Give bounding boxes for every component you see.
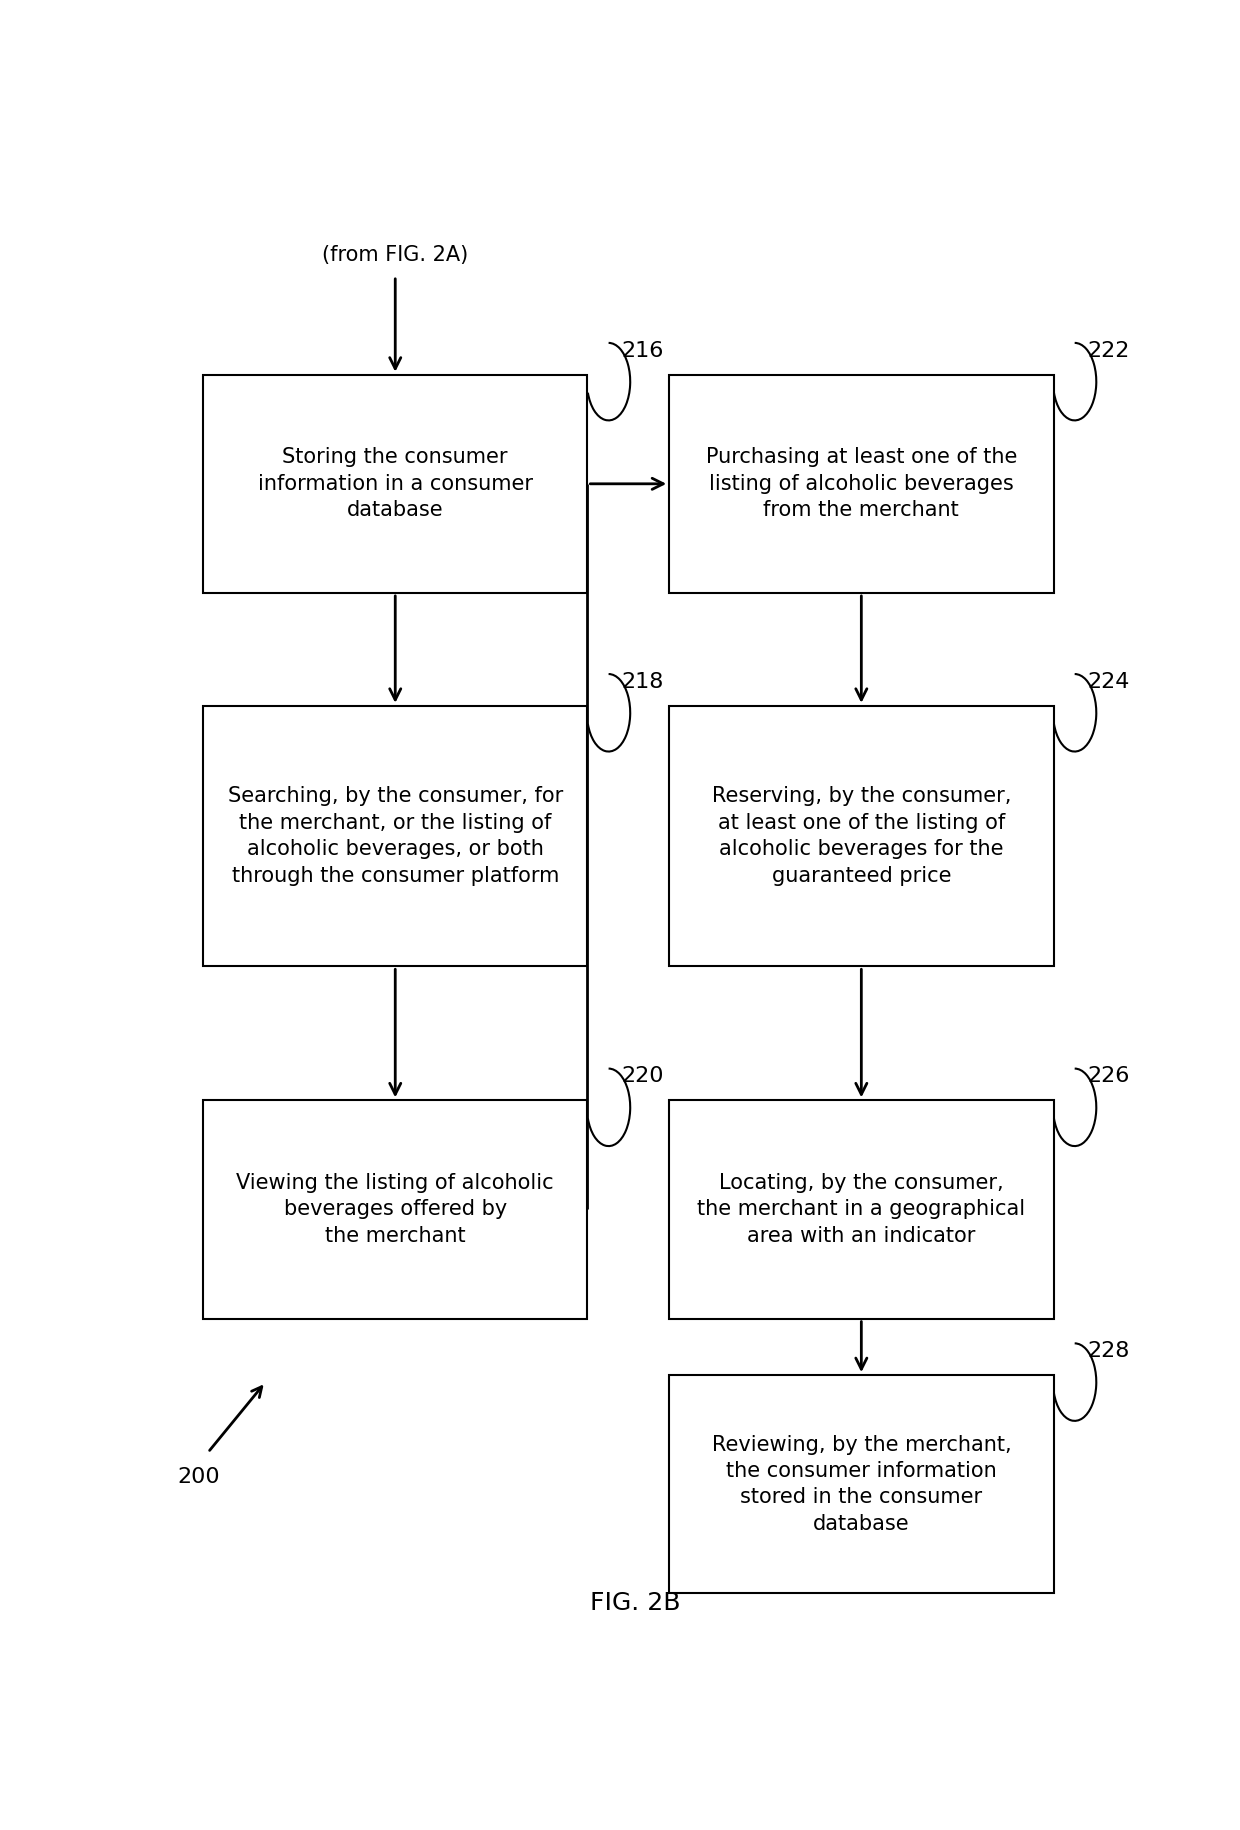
Bar [670,1100,1054,1319]
Text: (from FIG. 2A): (from FIG. 2A) [322,245,469,265]
Text: FIG. 2B: FIG. 2B [590,1590,681,1614]
Text: Reserving, by the consumer,
at least one of the listing of
alcoholic beverages f: Reserving, by the consumer, at least one… [712,787,1011,886]
Text: Reviewing, by the merchant,
the consumer information
stored in the consumer
data: Reviewing, by the merchant, the consumer… [712,1435,1011,1534]
Bar [670,375,1054,593]
Text: Purchasing at least one of the
listing of alcoholic beverages
from the merchant: Purchasing at least one of the listing o… [706,447,1017,520]
Text: Searching, by the consumer, for
the merchant, or the listing of
alcoholic bevera: Searching, by the consumer, for the merc… [228,787,563,886]
Bar [203,1100,588,1319]
Bar [203,375,588,593]
Text: Locating, by the consumer,
the merchant in a geographical
area with an indicator: Locating, by the consumer, the merchant … [697,1173,1025,1246]
Bar [670,1374,1054,1594]
Bar [203,706,588,966]
Text: 218: 218 [621,672,663,692]
Text: 222: 222 [1087,340,1130,361]
Text: 224: 224 [1087,672,1130,692]
Text: Storing the consumer
information in a consumer
database: Storing the consumer information in a co… [258,447,533,520]
Bar [670,706,1054,966]
Text: 200: 200 [177,1466,219,1486]
Text: 216: 216 [621,340,663,361]
Text: Viewing the listing of alcoholic
beverages offered by
the merchant: Viewing the listing of alcoholic beverag… [237,1173,554,1246]
Text: 228: 228 [1087,1341,1130,1362]
Text: 220: 220 [621,1067,663,1087]
Text: 226: 226 [1087,1067,1130,1087]
